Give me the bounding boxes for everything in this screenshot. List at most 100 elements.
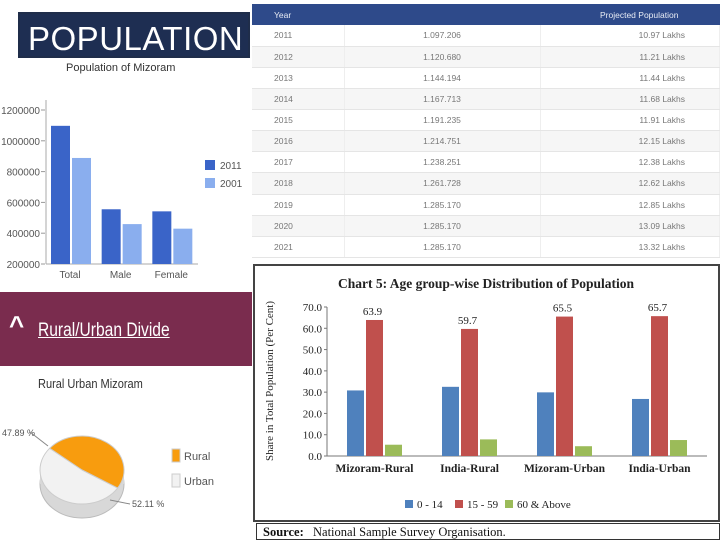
cell-projected: 13.09 Lakhs [540, 215, 720, 237]
table-header-row: Year Projected Population [252, 4, 720, 25]
y-tick-label: 50.0 [303, 345, 323, 357]
y-tick-label: 60.0 [303, 323, 323, 335]
y-tick-label: 800000 [7, 168, 41, 179]
legend-label: 2001 [220, 179, 243, 190]
slice-leader-rural [29, 431, 49, 447]
caret-up-icon[interactable]: ^ [9, 310, 25, 340]
cell-count: 1.285.170 [344, 236, 541, 259]
table-row: 2019 1.285.170 12.85 Lakhs [252, 194, 720, 216]
table-row: 2018 1.261.728 12.62 Lakhs [252, 172, 720, 195]
value-label: 65.5 [553, 303, 573, 315]
y-tick-label: 400000 [7, 229, 41, 240]
table-row: 2020 1.285.170 13.09 Lakhs [252, 215, 720, 237]
y-axis-label: Share in Total Population (Per Cent) [264, 301, 276, 461]
cell-year: 2018 [252, 172, 345, 195]
y-tick-label: 0.0 [308, 451, 322, 463]
bar-mizoram-rural-s1 [366, 319, 383, 456]
table-row: 2011 1.097.206 10.97 Lakhs [252, 25, 720, 47]
source-label: Source: [263, 525, 304, 539]
bar-mizoram-rural-s2 [385, 444, 402, 456]
bar-mizoram-urban-s0 [537, 392, 554, 456]
bar-mizoram-urban-s1 [556, 316, 573, 456]
table-row: 2013 1.144.194 11.44 Lakhs [252, 67, 720, 89]
bar-female-2001 [173, 228, 193, 264]
x-tick-label: India-Urban [629, 463, 692, 475]
col-header-count [344, 4, 540, 25]
y-tick-label: 1000000 [1, 137, 40, 148]
y-tick-label: 70.0 [303, 302, 323, 314]
source-bar: Source: National Sample Survey Organisat… [256, 523, 720, 540]
cell-projected: 10.97 Lakhs [540, 25, 720, 47]
projection-table: Year Projected Population 2011 1.097.206 1… [252, 4, 720, 259]
bar-male-2011 [101, 209, 121, 264]
cell-count: 1.191.235 [344, 109, 541, 132]
pie-slice-urban [39, 447, 119, 505]
x-tick-label: Female [155, 270, 189, 281]
y-tick-label: 20.0 [303, 408, 323, 420]
bar-india-rural-s1 [461, 328, 478, 456]
cell-year: 2020 [252, 215, 345, 237]
cell-count: 1.285.170 [344, 215, 541, 237]
x-tick-label: Mizoram-Urban [524, 463, 606, 475]
legend-label: 60 & Above [517, 499, 571, 511]
x-tick-label: Mizoram-Rural [336, 463, 414, 475]
col-header-year: Year [252, 4, 344, 25]
legend-label: Rural [184, 451, 210, 463]
bar-mizoram-urban-s2 [575, 446, 592, 456]
value-label: 63.9 [363, 306, 383, 318]
legend-swatch [205, 160, 215, 170]
slice-leader-urban [109, 499, 131, 505]
cell-year: 2019 [252, 194, 345, 216]
source-text: National Sample Survey Organisation. [313, 525, 506, 539]
projection-table-body: 2011 1.097.206 10.97 Lakhs 2012 1.120.680 11.… [252, 25, 720, 259]
slice-label-rural: 47.89 % [2, 428, 35, 438]
legend-label: 0 - 14 [417, 499, 443, 511]
table-row: 2014 1.167.713 11.68 Lakhs [252, 88, 720, 111]
bar-india-urban-s0 [632, 398, 649, 456]
population-mizoram-svg: Population of Mizoram 200000 400000 600000 8… [1, 62, 243, 281]
cell-projected: 12.85 Lakhs [540, 194, 720, 216]
table-row: 2021 1.285.170 13.32 Lakhs [252, 236, 720, 259]
rural-urban-pie-chart: Rural Urban Mizoram 47.89 % 52.11 % Rural Ur… [0, 366, 252, 540]
cell-projected: 11.68 Lakhs [540, 88, 720, 111]
x-tick-label: Male [110, 270, 132, 281]
cell-year: 2017 [252, 151, 345, 174]
pie-slice-rural [48, 435, 125, 489]
cell-count: 1.167.713 [344, 88, 541, 111]
bar-india-rural-s2 [480, 439, 497, 456]
legend-label: Urban [184, 476, 214, 488]
page-title: POPULATION [28, 20, 244, 57]
y-tick-label: 200000 [7, 260, 41, 271]
table-row: 2015 1.191.235 11.91 Lakhs [252, 109, 720, 132]
cell-count: 1.285.170 [344, 194, 541, 216]
legend-swatch [455, 500, 463, 508]
cell-count: 1.261.728 [344, 172, 541, 195]
cell-projected: 12.38 Lakhs [540, 151, 720, 174]
y-tick-label: 10.0 [303, 430, 323, 442]
cell-count: 1.144.194 [344, 67, 541, 89]
population-mizoram-chart: Population of Mizoram 200000 400000 600000 8… [0, 58, 252, 284]
cell-count: 1.097.206 [344, 25, 541, 47]
title-banner-fill [20, 14, 248, 56]
bar-india-urban-s2 [670, 440, 687, 456]
cell-year: 2012 [252, 46, 345, 68]
y-tick-label: 600000 [7, 198, 41, 209]
bar-female-2011 [152, 211, 172, 264]
bar-india-urban-s1 [651, 316, 668, 456]
legend-swatch [405, 500, 413, 508]
rural-urban-title[interactable]: Rural/Urban Divide [38, 320, 170, 341]
age-group-chart: Chart 5: Age group-wise Distribution of … [253, 264, 720, 522]
cell-projected: 11.21 Lakhs [540, 46, 720, 68]
cell-count: 1.214.751 [344, 130, 541, 153]
x-tick-label: India-Rural [440, 463, 499, 475]
age-group-chart-svg: Chart 5: Age group-wise Distribution of … [264, 276, 707, 511]
cell-year: 2014 [252, 88, 345, 111]
slice-label-urban: 52.11 % [132, 499, 164, 509]
legend-label: 2011 [220, 161, 242, 172]
legend-swatch [505, 500, 513, 508]
cell-year: 2016 [252, 130, 345, 153]
table-row: 2017 1.238.251 12.38 Lakhs [252, 151, 720, 174]
bar-male-2001 [122, 224, 142, 264]
chart-title: Population of Mizoram [66, 62, 175, 74]
rural-urban-pie-svg: Rural Urban Mizoram 47.89 % 52.11 % Rural Ur… [2, 376, 214, 519]
